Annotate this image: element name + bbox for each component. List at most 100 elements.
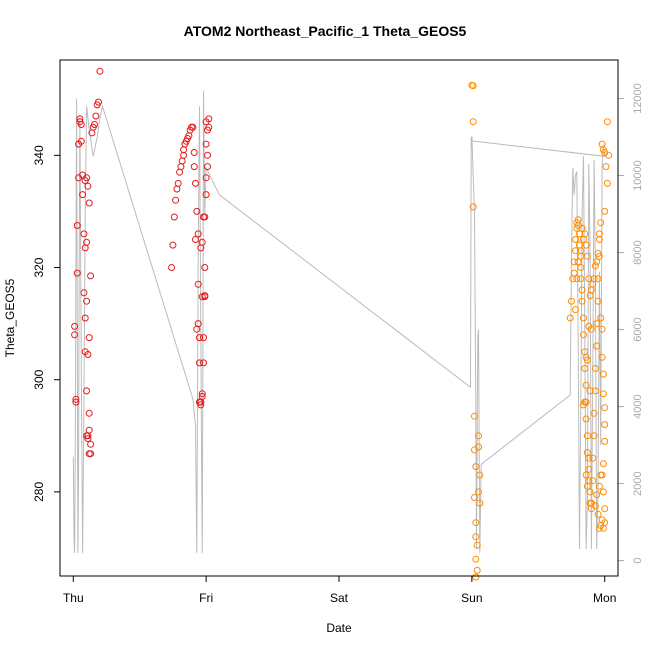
data-point bbox=[198, 393, 206, 400]
data-point bbox=[576, 230, 583, 238]
data-point bbox=[202, 191, 210, 199]
data-point bbox=[578, 224, 586, 232]
data-point bbox=[202, 118, 210, 126]
data-point bbox=[83, 297, 91, 305]
data-point bbox=[200, 334, 207, 342]
data-point bbox=[582, 471, 590, 479]
data-point bbox=[476, 471, 484, 479]
data-point bbox=[582, 241, 590, 249]
data-point bbox=[168, 264, 176, 271]
data-point bbox=[198, 238, 206, 246]
data-point bbox=[577, 247, 585, 255]
altitude-line-layer bbox=[72, 90, 606, 553]
data-point bbox=[174, 179, 182, 187]
data-point bbox=[570, 258, 578, 266]
data-point bbox=[589, 454, 597, 462]
data-point bbox=[85, 409, 93, 417]
data-point bbox=[573, 275, 581, 283]
data-point bbox=[582, 415, 590, 423]
data-point bbox=[172, 196, 180, 204]
y-tick-label: 280 bbox=[32, 482, 46, 502]
data-point bbox=[473, 566, 481, 574]
data-point bbox=[594, 250, 602, 257]
data-point bbox=[601, 404, 609, 412]
data-point bbox=[72, 398, 80, 406]
data-point bbox=[590, 432, 598, 440]
data-point bbox=[599, 460, 607, 468]
data-point bbox=[79, 191, 87, 199]
data-point bbox=[586, 387, 594, 395]
data-point bbox=[85, 426, 93, 434]
y-right-tick-label: 8000 bbox=[632, 240, 644, 264]
data-point bbox=[475, 443, 482, 451]
data-point bbox=[572, 236, 579, 243]
data-point bbox=[471, 412, 478, 420]
data-point bbox=[583, 432, 591, 440]
data-point bbox=[589, 477, 597, 485]
data-point bbox=[585, 465, 593, 473]
data-point bbox=[84, 435, 92, 443]
data-point bbox=[601, 519, 609, 527]
data-point bbox=[201, 264, 209, 271]
data-point bbox=[85, 334, 93, 342]
x-tick-label: Sun bbox=[461, 591, 482, 605]
data-point bbox=[585, 322, 593, 330]
data-point bbox=[201, 293, 209, 301]
data-point bbox=[80, 289, 88, 297]
data-point bbox=[87, 272, 95, 280]
data-point bbox=[580, 401, 587, 409]
data-point bbox=[200, 213, 207, 221]
data-point bbox=[581, 365, 589, 372]
data-point bbox=[92, 112, 100, 120]
data-point bbox=[578, 286, 586, 294]
data-point bbox=[169, 241, 177, 249]
data-point bbox=[601, 207, 609, 215]
data-point bbox=[71, 331, 79, 339]
chart-title: ATOM2 Northeast_Pacific_1 Theta_GEOS5 bbox=[184, 23, 467, 39]
x-tick-label: Thu bbox=[63, 591, 84, 605]
data-point bbox=[83, 238, 91, 246]
data-point bbox=[599, 488, 607, 496]
y-right-tick-label: 4000 bbox=[632, 394, 644, 418]
data-point bbox=[591, 502, 599, 510]
data-point bbox=[473, 541, 481, 549]
y-right-tick-label: 6000 bbox=[632, 317, 644, 341]
data-point bbox=[472, 573, 480, 581]
data-point bbox=[194, 280, 202, 288]
data-point bbox=[591, 387, 599, 395]
data-point bbox=[196, 334, 203, 342]
data-point bbox=[475, 488, 482, 496]
data-point bbox=[170, 213, 178, 221]
y-tick-label: 340 bbox=[32, 145, 46, 165]
data-point bbox=[590, 409, 598, 417]
y-right-tick-label: 12000 bbox=[632, 83, 644, 114]
data-point bbox=[594, 275, 602, 283]
x-tick-label: Sat bbox=[330, 591, 349, 605]
data-point bbox=[593, 491, 601, 499]
altitude-line bbox=[72, 90, 606, 553]
data-point bbox=[583, 252, 591, 260]
data-point bbox=[198, 390, 206, 398]
y-axis-label: Theta_GEOS5 bbox=[3, 278, 17, 357]
data-point bbox=[597, 471, 605, 479]
data-point bbox=[469, 82, 477, 90]
data-point bbox=[591, 262, 599, 270]
data-point bbox=[585, 454, 593, 462]
data-point bbox=[192, 179, 199, 187]
y-tick-label: 320 bbox=[32, 257, 46, 277]
data-point bbox=[475, 432, 482, 440]
data-point bbox=[586, 488, 594, 496]
data-point bbox=[583, 482, 591, 490]
data-point bbox=[472, 463, 480, 471]
data-point bbox=[72, 395, 80, 403]
data-point bbox=[476, 499, 484, 507]
data-point bbox=[595, 230, 603, 238]
data-point bbox=[77, 137, 85, 145]
data-point bbox=[71, 322, 79, 330]
data-point bbox=[594, 510, 602, 518]
data-point bbox=[469, 203, 477, 211]
data-point bbox=[568, 297, 575, 305]
data-point bbox=[594, 297, 602, 305]
